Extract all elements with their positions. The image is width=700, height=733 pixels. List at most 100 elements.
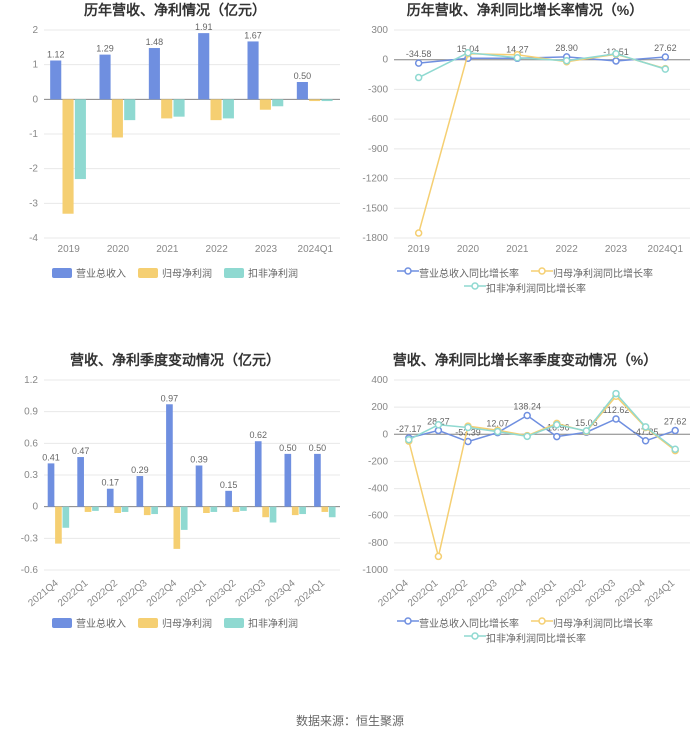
bar-np — [144, 507, 151, 515]
bar-rev — [77, 457, 84, 507]
legend-label: 扣非净利润同比增长率 — [486, 630, 586, 645]
bar-rev — [297, 82, 308, 99]
legend: 营业总收入同比增长率归母净利润同比增长率扣非净利润同比增长率 — [350, 615, 700, 645]
svg-text:2021: 2021 — [156, 244, 179, 255]
legend-marker — [397, 266, 419, 279]
legend-swatch — [224, 618, 244, 628]
svg-text:2024Q1: 2024Q1 — [293, 578, 328, 610]
marker-dn — [416, 75, 422, 81]
legend-item: 扣非净利润同比增长率 — [464, 280, 586, 295]
svg-text:2024Q1: 2024Q1 — [643, 578, 678, 610]
marker-dn — [495, 429, 501, 435]
legend: 营业总收入归母净利润扣非净利润 — [0, 265, 350, 281]
chart-svg: -0.6-0.300.30.60.91.22021Q42022Q12022Q22… — [0, 370, 350, 610]
svg-text:2023: 2023 — [605, 244, 628, 255]
legend-label: 营业总收入同比增长率 — [419, 265, 519, 280]
bar-np — [112, 99, 123, 137]
bar-dn — [223, 99, 234, 118]
svg-text:-1200: -1200 — [362, 174, 388, 185]
svg-text:-200: -200 — [368, 456, 388, 467]
svg-text:2024Q1: 2024Q1 — [648, 244, 684, 255]
bar-rev — [149, 48, 160, 99]
svg-text:200: 200 — [371, 402, 388, 413]
svg-text:27.62: 27.62 — [654, 43, 677, 53]
legend-marker — [531, 616, 553, 629]
legend-item: 归母净利润同比增长率 — [531, 265, 653, 280]
svg-text:2023Q1: 2023Q1 — [174, 578, 209, 610]
svg-text:2022Q1: 2022Q1 — [406, 578, 441, 610]
bar-np — [161, 99, 172, 118]
bar-dn — [181, 507, 188, 530]
bar-dn — [151, 507, 158, 514]
svg-text:-2: -2 — [29, 164, 38, 175]
bar-np — [260, 99, 271, 109]
bar-dn — [270, 507, 277, 523]
bar-rev — [198, 33, 209, 99]
svg-text:138.24: 138.24 — [513, 402, 541, 412]
marker-np — [435, 553, 441, 559]
svg-text:2019: 2019 — [58, 244, 81, 255]
marker-rev — [465, 439, 471, 445]
svg-text:-800: -800 — [368, 538, 388, 549]
bar-dn — [92, 507, 99, 511]
marker-dn — [613, 51, 619, 57]
bar-rev — [48, 463, 55, 506]
marker-dn — [672, 446, 678, 452]
legend-marker — [464, 631, 486, 644]
bar-dn — [122, 507, 129, 512]
chart-svg: -4-3-2-1012201920202021202220232024Q11.1… — [0, 20, 350, 260]
svg-text:1.29: 1.29 — [96, 44, 114, 54]
svg-text:1: 1 — [32, 60, 38, 71]
bar-rev — [248, 41, 259, 99]
svg-text:0.47: 0.47 — [72, 446, 90, 456]
legend-item: 营业总收入同比增长率 — [397, 615, 519, 630]
legend-swatch — [52, 618, 72, 628]
bar-np — [174, 507, 181, 549]
legend-marker — [531, 266, 553, 279]
svg-text:2023Q2: 2023Q2 — [204, 578, 239, 610]
bar-np — [63, 99, 74, 213]
panel-quarterly-values: 营收、净利季度变动情况（亿元）-0.6-0.300.30.60.91.22021… — [0, 350, 350, 695]
line-np — [419, 54, 666, 233]
bar-np — [203, 507, 210, 513]
svg-text:2023Q3: 2023Q3 — [584, 578, 619, 610]
svg-text:-1500: -1500 — [362, 203, 388, 214]
legend-item: 营业总收入同比增长率 — [397, 265, 519, 280]
chart-title: 营收、净利季度变动情况（亿元） — [0, 350, 350, 370]
svg-text:-3: -3 — [29, 198, 38, 209]
marker-dn — [613, 391, 619, 397]
svg-text:-27.17: -27.17 — [396, 424, 422, 434]
svg-text:2023Q1: 2023Q1 — [524, 578, 559, 610]
svg-text:0.50: 0.50 — [309, 443, 327, 453]
svg-text:-300: -300 — [368, 84, 388, 95]
svg-text:0: 0 — [32, 94, 38, 105]
svg-text:0.62: 0.62 — [249, 430, 267, 440]
svg-text:2023: 2023 — [255, 244, 278, 255]
legend-item: 归母净利润 — [138, 265, 212, 280]
bar-rev — [285, 454, 292, 507]
svg-text:2021Q4: 2021Q4 — [26, 578, 61, 610]
svg-text:1.67: 1.67 — [244, 30, 262, 40]
marker-dn — [583, 428, 589, 434]
legend-swatch — [138, 618, 158, 628]
svg-text:0.50: 0.50 — [279, 443, 297, 453]
svg-text:2019: 2019 — [408, 244, 431, 255]
legend-label: 归母净利润 — [162, 615, 212, 630]
svg-text:-1800: -1800 — [362, 233, 388, 244]
svg-text:2022Q4: 2022Q4 — [495, 578, 530, 610]
svg-text:0.41: 0.41 — [42, 452, 60, 462]
marker-dn — [435, 422, 441, 428]
svg-text:-400: -400 — [368, 484, 388, 495]
svg-text:-900: -900 — [368, 144, 388, 155]
bar-rev — [314, 454, 321, 507]
bar-rev — [255, 441, 262, 506]
bar-rev — [50, 61, 61, 100]
legend-item: 扣非净利润 — [224, 265, 298, 280]
svg-text:2020: 2020 — [107, 244, 130, 255]
bar-np — [309, 99, 320, 101]
legend-label: 扣非净利润同比增长率 — [486, 280, 586, 295]
chart-title: 营收、净利同比增长率季度变动情况（%） — [350, 350, 700, 370]
legend: 营业总收入归母净利润扣非净利润 — [0, 615, 350, 631]
bar-rev — [137, 476, 144, 507]
marker-rev — [416, 60, 422, 66]
